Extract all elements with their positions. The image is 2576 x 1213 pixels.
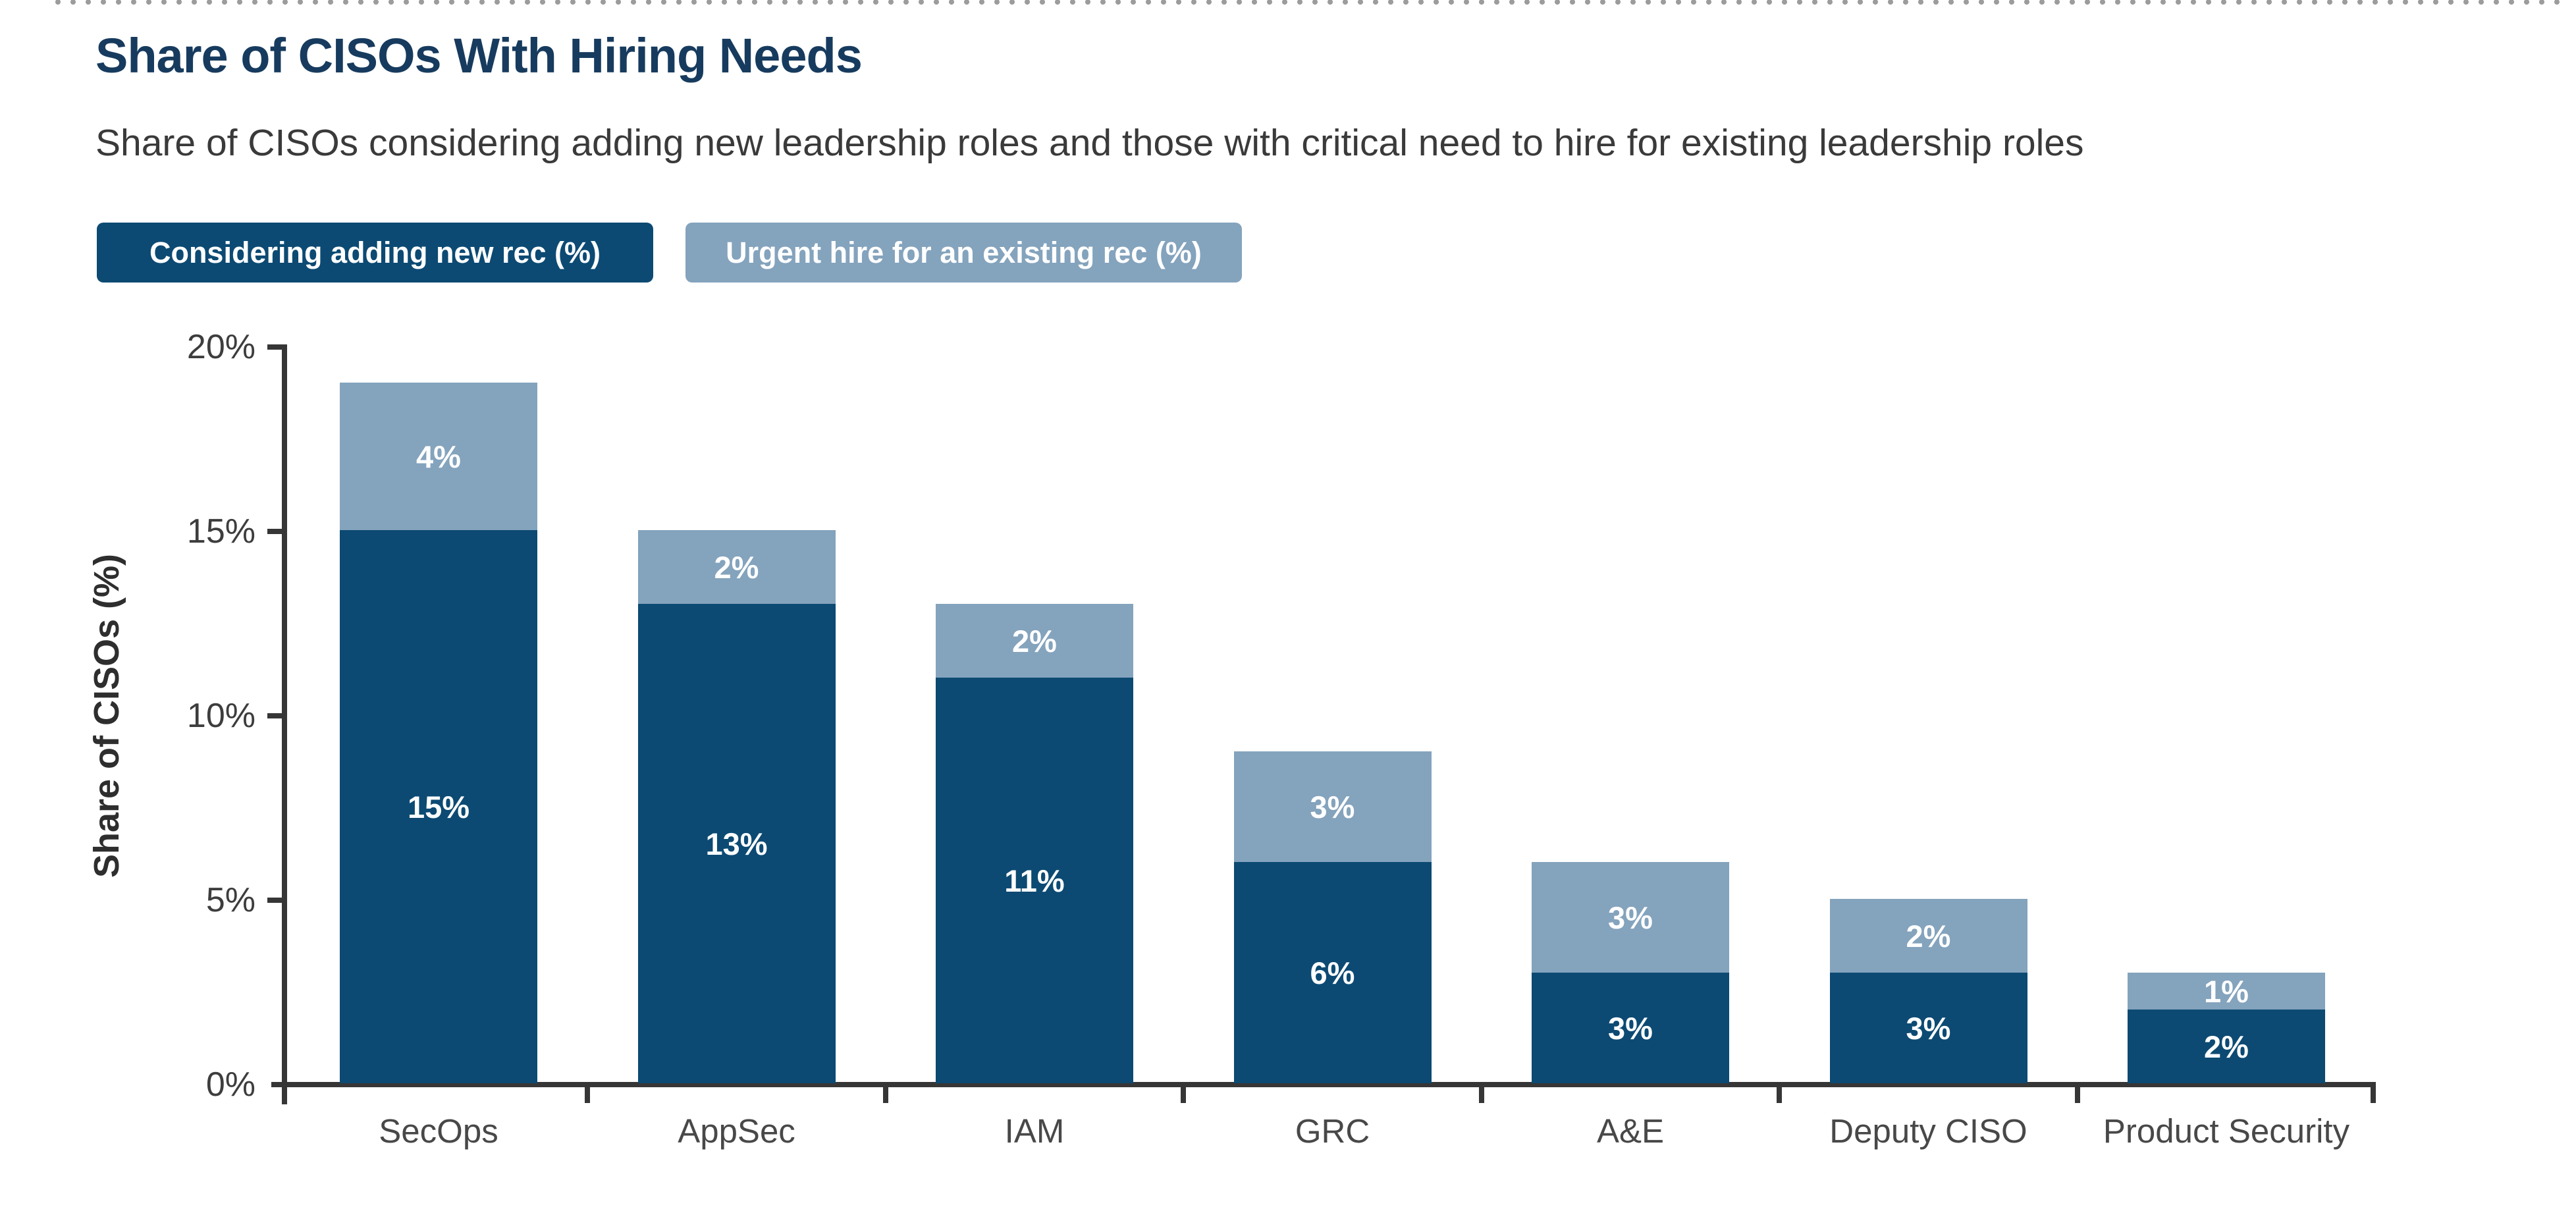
bar-value-label-urgent-appsec: 2% (714, 549, 759, 585)
bar-value-label-urgent-secops: 4% (416, 439, 461, 474)
bar-segment-considering-product-security: 2% (2128, 1010, 2325, 1083)
bar-value-label-urgent-iam: 2% (1012, 623, 1057, 659)
bar-value-label-considering-secops: 15% (407, 789, 470, 824)
bar-value-label-considering-iam: 11% (1004, 863, 1065, 898)
bar-value-label-considering-appsec: 13% (705, 826, 768, 861)
x-category-label-appsec: AppSec (678, 1112, 795, 1150)
x-boundary-tick-4 (1777, 1082, 1783, 1103)
top-dotted-border (55, 0, 2564, 6)
x-category-label-iam: IAM (1004, 1112, 1065, 1150)
x-boundary-tick-3 (1478, 1082, 1484, 1103)
bar-value-label-urgent-grc: 3% (1310, 789, 1355, 824)
bar-value-label-urgent-deputy-ciso: 2% (1906, 918, 1951, 954)
bar-segment-considering-secops: 15% (340, 530, 537, 1083)
bar-value-label-considering-grc: 6% (1310, 955, 1355, 990)
bar-segment-considering-grc: 6% (1233, 862, 1432, 1083)
bar-segment-urgent-appsec: 2% (637, 530, 836, 604)
x-category-label-product-security: Product Security (2103, 1112, 2350, 1150)
bar-value-label-considering-a-e: 3% (1608, 1010, 1653, 1046)
bar-value-label-considering-product-security: 2% (2204, 1029, 2249, 1064)
legend-item-urgent-hire-existing-rec[interactable]: Urgent hire for an existing rec (%) (685, 223, 1242, 283)
bar-segment-urgent-deputy-ciso: 2% (1829, 899, 2027, 973)
bar-segment-considering-appsec: 13% (637, 604, 836, 1083)
x-axis-end-tick (2371, 1082, 2376, 1103)
bar-segment-considering-a-e: 3% (1532, 973, 1729, 1083)
bar-value-label-considering-deputy-ciso: 3% (1906, 1010, 1951, 1046)
bar-value-label-urgent-product-security: 1% (2204, 973, 2249, 1009)
x-axis-line (271, 1082, 2376, 1087)
bar-segment-urgent-a-e: 3% (1532, 862, 1729, 973)
y-tick-label-5: 5% (205, 881, 255, 919)
chart-title: Share of CISOs With Hiring Needs (95, 28, 863, 83)
y-axis-line (282, 344, 287, 1104)
y-tick-label-0: 0% (205, 1065, 255, 1104)
y-tick-mark-20 (267, 344, 282, 350)
x-boundary-tick-5 (2074, 1082, 2080, 1103)
x-boundary-tick-0 (585, 1082, 591, 1103)
y-tick-label-20: 20% (186, 328, 255, 366)
bar-segment-urgent-iam: 2% (936, 604, 1133, 678)
bar-value-label-urgent-a-e: 3% (1608, 900, 1653, 935)
chart-subtitle: Share of CISOs considering adding new le… (95, 122, 2084, 164)
legend: Considering adding new rec (%) Urgent hi… (97, 223, 1242, 283)
x-boundary-tick-1 (882, 1082, 888, 1103)
y-tick-mark-15 (267, 529, 282, 534)
bar-segment-considering-iam: 11% (936, 678, 1133, 1083)
bar-segment-urgent-product-security: 1% (2128, 973, 2325, 1010)
x-category-label-grc: GRC (1295, 1112, 1370, 1150)
legend-item-considering-adding-new-rec[interactable]: Considering adding new rec (%) (97, 223, 653, 283)
bar-segment-considering-deputy-ciso: 3% (1829, 973, 2027, 1083)
y-tick-mark-10 (267, 713, 282, 718)
x-boundary-tick-2 (1181, 1082, 1187, 1103)
x-category-label-a-e: A&E (1596, 1112, 1665, 1150)
x-category-label-deputy-ciso: Deputy CISO (1829, 1112, 2027, 1150)
bar-segment-urgent-secops: 4% (340, 383, 537, 530)
bar-segment-urgent-grc: 3% (1233, 751, 1432, 862)
y-tick-label-10: 10% (186, 697, 255, 735)
x-category-label-secops: SecOps (379, 1112, 498, 1150)
y-tick-mark-5 (267, 898, 282, 903)
y-tick-label-15: 15% (186, 512, 255, 551)
